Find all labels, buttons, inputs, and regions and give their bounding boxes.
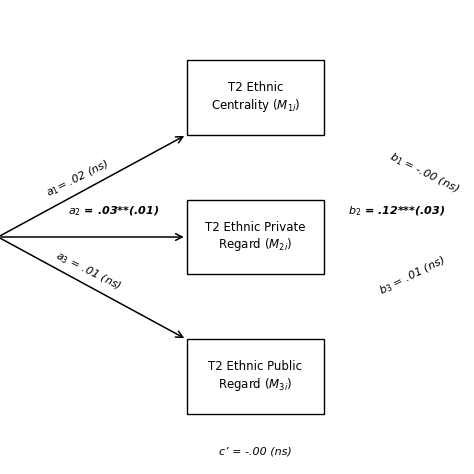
Text: T2 Ethnic
Centrality ($M_{1i}$): T2 Ethnic Centrality ($M_{1i}$) (210, 81, 300, 113)
FancyBboxPatch shape (187, 339, 324, 414)
Text: T2 Ethnic Public
Regard ($M_{3i}$): T2 Ethnic Public Regard ($M_{3i}$) (209, 361, 302, 393)
Text: c’ = -.00 (ns): c’ = -.00 (ns) (219, 446, 292, 456)
Text: $b_1$ = -.00 (ns): $b_1$ = -.00 (ns) (387, 150, 461, 196)
Text: $b_3$ = .01 (ns): $b_3$ = .01 (ns) (377, 254, 448, 298)
Text: $a_1$= .02 (ns): $a_1$= .02 (ns) (44, 157, 111, 200)
Text: $a_3$ = .01 (ns): $a_3$ = .01 (ns) (54, 248, 124, 293)
Text: T2 Ethnic Private
Regard ($M_{2i}$): T2 Ethnic Private Regard ($M_{2i}$) (205, 221, 306, 253)
Text: $a_2$ = .03**(.01): $a_2$ = .03**(.01) (68, 205, 159, 219)
FancyBboxPatch shape (187, 200, 324, 274)
Text: $b_2$ = .12***(.03): $b_2$ = .12***(.03) (348, 205, 446, 219)
FancyBboxPatch shape (187, 60, 324, 135)
